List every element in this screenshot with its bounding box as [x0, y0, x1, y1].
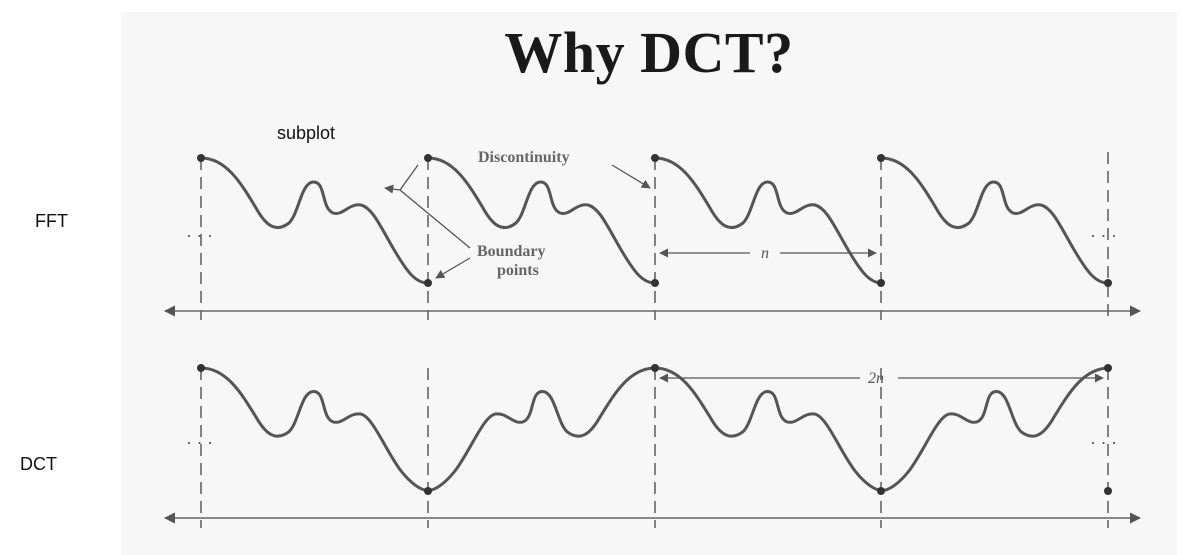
fft-ellipsis-left: · · · [186, 226, 213, 246]
dct-ellipsis-left: · · · [186, 433, 213, 453]
n-span-label: n [761, 245, 769, 262]
fft-ellipsis-right: · · · [1090, 226, 1117, 246]
slide-title: Why DCT? [504, 20, 794, 85]
discontinuity-annotation: Discontinuity [478, 149, 570, 166]
dct-label: DCT [20, 454, 57, 474]
dct-ellipsis-right: · · · [1090, 433, 1117, 453]
dct-boundary-lines [200, 368, 1109, 528]
two-n-span-label: 2n [868, 370, 884, 387]
dct-boundary-points [197, 364, 1112, 495]
boundary-annotation-line1: Boundary [477, 243, 545, 260]
fft-boundary-lines [200, 152, 1109, 320]
fft-subplot: · · · · · · Discontinuity Boundary point… [163, 149, 1142, 320]
boundary-annotation-line2: points [497, 262, 539, 279]
fft-boundary-points [197, 154, 1112, 287]
fft-label: FFT [35, 211, 68, 231]
subplot-label: subplot [277, 123, 336, 143]
dct-subplot: · · · · · · 2n [163, 364, 1142, 528]
boundary-arrows [384, 164, 471, 279]
discontinuity-arrow [611, 164, 651, 189]
